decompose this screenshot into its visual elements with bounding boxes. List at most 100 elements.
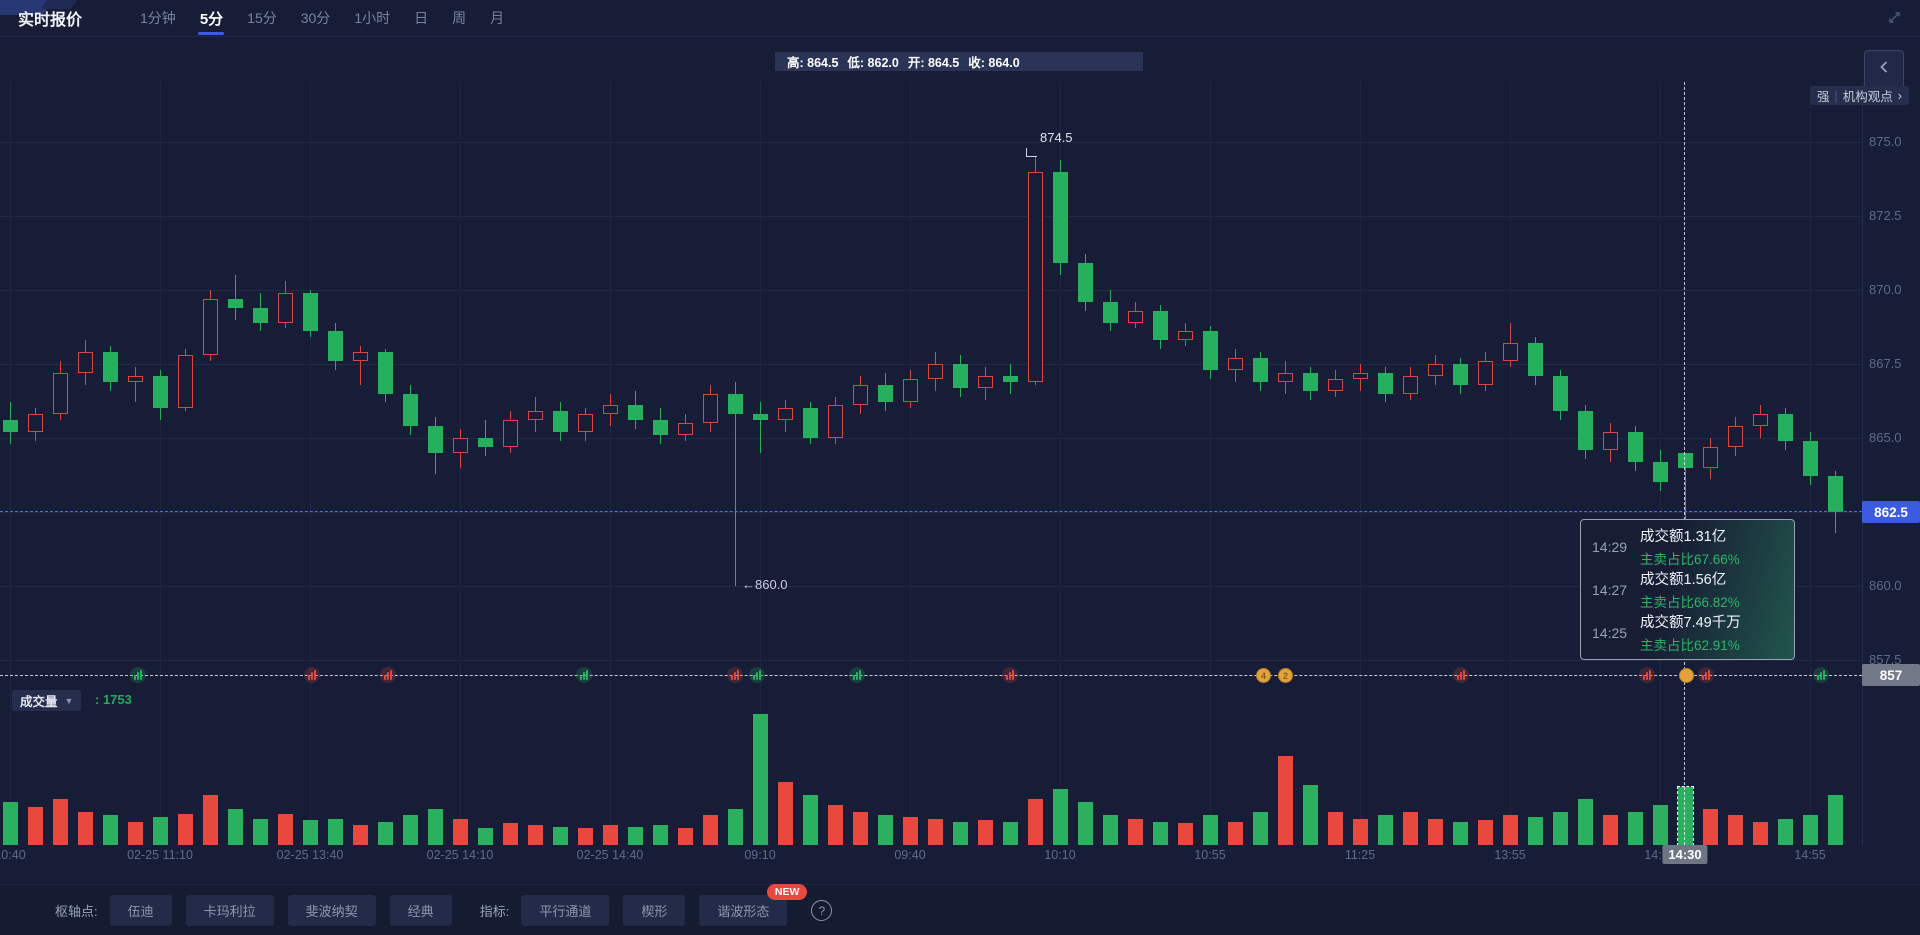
volume-bar [1102, 815, 1118, 845]
signal-icon-red[interactable] [1639, 667, 1655, 683]
chevron-right-icon: › [1897, 88, 1902, 103]
volume-bar [202, 795, 218, 845]
pivot-button-斐波纳契[interactable]: 斐波纳契 [287, 895, 376, 926]
signal-icon-red[interactable] [380, 667, 396, 683]
signal-icon-red[interactable] [1002, 667, 1018, 683]
help-icon[interactable]: ? [811, 900, 833, 921]
candle-body [1702, 446, 1718, 468]
candle-body [1577, 411, 1593, 450]
x-axis-label: 10:40 [0, 848, 26, 862]
signal-icon-green[interactable] [1813, 667, 1829, 683]
candle-body [152, 375, 168, 409]
candle-body [1227, 358, 1243, 370]
volume-bar [1202, 815, 1218, 845]
candle-body [902, 378, 918, 403]
tab-30分[interactable]: 30分 [300, 10, 331, 26]
indicator-button-谐波形态[interactable]: 谐波形态 NEW [699, 884, 808, 926]
volume-bar [52, 798, 68, 845]
collapse-panel-button[interactable] [1864, 50, 1904, 89]
candle-body [1627, 432, 1643, 462]
candle-body [1727, 426, 1743, 447]
candle-wick [484, 420, 486, 456]
coin-icon[interactable]: 2 [1278, 668, 1293, 683]
price-axis-label: 865.0 [1869, 430, 1902, 445]
x-axis-label: 11:25 [1344, 848, 1376, 862]
candle-body [177, 355, 193, 409]
coin-icon[interactable]: 4 [1256, 668, 1271, 683]
volume-bar [1027, 798, 1043, 845]
signal-icon-red[interactable] [304, 667, 320, 683]
institution-view-link[interactable]: 强 | 机构观点 › [1810, 86, 1909, 105]
candle-body [552, 411, 568, 433]
trade-detail-tooltip: 14:29 成交额1.31亿 主卖占比67.66% 14:27 成交额1.56亿 主卖占比… [1580, 519, 1795, 660]
volume-bar [477, 828, 493, 845]
volume-bar [1602, 815, 1618, 845]
signal-icon-red[interactable] [1453, 667, 1469, 683]
tab-5分[interactable]: 5分 [188, 0, 235, 36]
candle-body [652, 420, 668, 436]
pivot-buttons: 伍迪 卡玛利拉 斐波纳契 经典 [109, 895, 466, 926]
chart-area[interactable]: 高: 864.5 低: 862.0 开: 864.5 收: 864.0 强 | 机构观… [0, 36, 1920, 884]
candle-body [1602, 432, 1618, 450]
signal-icon-red[interactable] [727, 667, 743, 683]
tab-1分钟[interactable]: 1分钟 [140, 10, 176, 26]
candle-body [1352, 372, 1368, 379]
candle-body [852, 384, 868, 406]
gridline-v [460, 82, 461, 846]
gridline-v [10, 82, 11, 846]
volume-bar [677, 828, 693, 845]
candle-body [1652, 461, 1668, 483]
x-axis-label: 13:55 [1494, 848, 1526, 862]
tooltip-sell-ratio: 主卖占比67.66% [1640, 552, 1740, 567]
indicator-buttons: 平行通道 楔形 谐波形态 NEW [521, 884, 808, 926]
signal-icon-green[interactable] [749, 667, 765, 683]
tab-日[interactable]: 日 [414, 10, 429, 26]
pivot-button-经典[interactable]: 经典 [389, 895, 452, 926]
volume-bar [1252, 811, 1268, 845]
tab-月[interactable]: 月 [490, 10, 505, 26]
volume-bar [402, 815, 418, 845]
tab-1小时[interactable]: 1小时 [354, 10, 391, 26]
tooltip-time: 14:25 [1592, 624, 1628, 641]
tab-周[interactable]: 周 [452, 10, 467, 26]
signal-icon-green[interactable] [130, 667, 146, 683]
new-badge: NEW [766, 884, 808, 900]
x-axis-label: 02-25 14:40 [576, 848, 644, 862]
tooltip-turnover: 成交额1.56亿 [1640, 572, 1727, 588]
candle-body [1502, 343, 1518, 362]
topbar: 实时报价 1分钟 5分 15分 30分 1小时 日 周 月 [0, 0, 1920, 37]
signal-icon-green[interactable] [576, 667, 592, 683]
signal-icon-red[interactable] [1698, 667, 1714, 683]
candle-body [777, 408, 793, 421]
volume-bar [127, 821, 143, 845]
candle-body [452, 438, 468, 453]
volume-bar [727, 808, 743, 845]
volume-bar [1702, 808, 1718, 845]
coin-icon[interactable] [1679, 668, 1694, 683]
gridline-v [1510, 82, 1511, 846]
indicator-button-平行通道[interactable]: 平行通道 [521, 895, 610, 926]
pivot-button-卡玛利拉[interactable]: 卡玛利拉 [185, 895, 274, 926]
candle-body [102, 352, 118, 382]
volume-bar [327, 818, 343, 845]
current-price-badge: 862.5 [1862, 501, 1920, 523]
pivot-button-伍迪[interactable]: 伍迪 [109, 895, 172, 926]
price-axis-label: 857.5 [1869, 652, 1902, 667]
candle-body [1777, 414, 1793, 441]
indicator-button-楔形[interactable]: 楔形 [623, 895, 686, 926]
candle-body [402, 393, 418, 427]
ohlc-开: 开: 864.5 [907, 56, 960, 70]
candle-body [327, 331, 343, 362]
volume-bar [1302, 785, 1318, 845]
signal-icon-green[interactable] [849, 667, 865, 683]
candle-body [227, 298, 243, 308]
fullscreen-icon[interactable] [1887, 10, 1902, 30]
candle-body [977, 375, 993, 388]
volume-indicator-selector[interactable]: 成交量 ▼ [12, 690, 82, 711]
candle-body [677, 423, 693, 436]
candle-body [1202, 331, 1218, 370]
candle-body [127, 375, 143, 382]
tab-15分[interactable]: 15分 [247, 10, 277, 26]
gridline-v [1060, 82, 1061, 846]
volume-bar [927, 818, 943, 845]
